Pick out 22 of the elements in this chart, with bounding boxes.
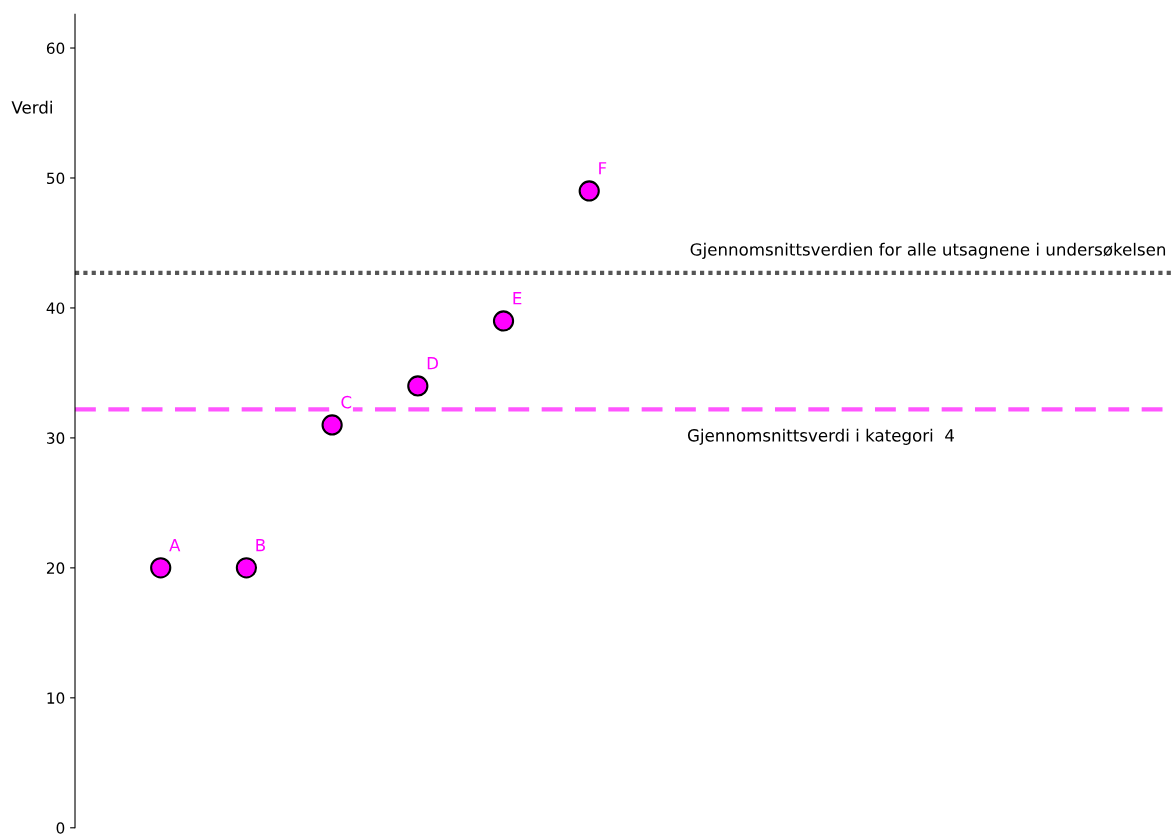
x-tick-label: F [599, 162, 607, 175]
x-tick-label: C [341, 395, 352, 409]
y-tick-label: 30 [47, 432, 65, 444]
y-tick-label: 40 [46, 302, 65, 314]
point [492, 310, 515, 332]
y-axis-title: Verdi [11, 100, 52, 114]
y-tick-label: 10 [47, 692, 65, 704]
point [150, 557, 172, 579]
x-tick-label: E [513, 292, 522, 305]
y-tick-label: 60 [46, 42, 65, 55]
y-tick-label: 0 [56, 822, 65, 834]
point [321, 414, 343, 436]
ref-line-label: Gjennomsnittsverdi i kategori 4 [687, 428, 954, 445]
point [578, 180, 600, 202]
x-tick-label: B [256, 539, 265, 552]
y-tick-label: 50 [47, 172, 65, 184]
y-tick-label: 20 [46, 562, 65, 574]
x-tick-label: D [427, 357, 438, 370]
ref-line-label: Gjennomsnittsverdien for alle utsagnene i undersøkelsen [690, 242, 1166, 259]
point [407, 375, 429, 397]
x-tick-label: A [169, 539, 181, 552]
point [235, 557, 258, 579]
